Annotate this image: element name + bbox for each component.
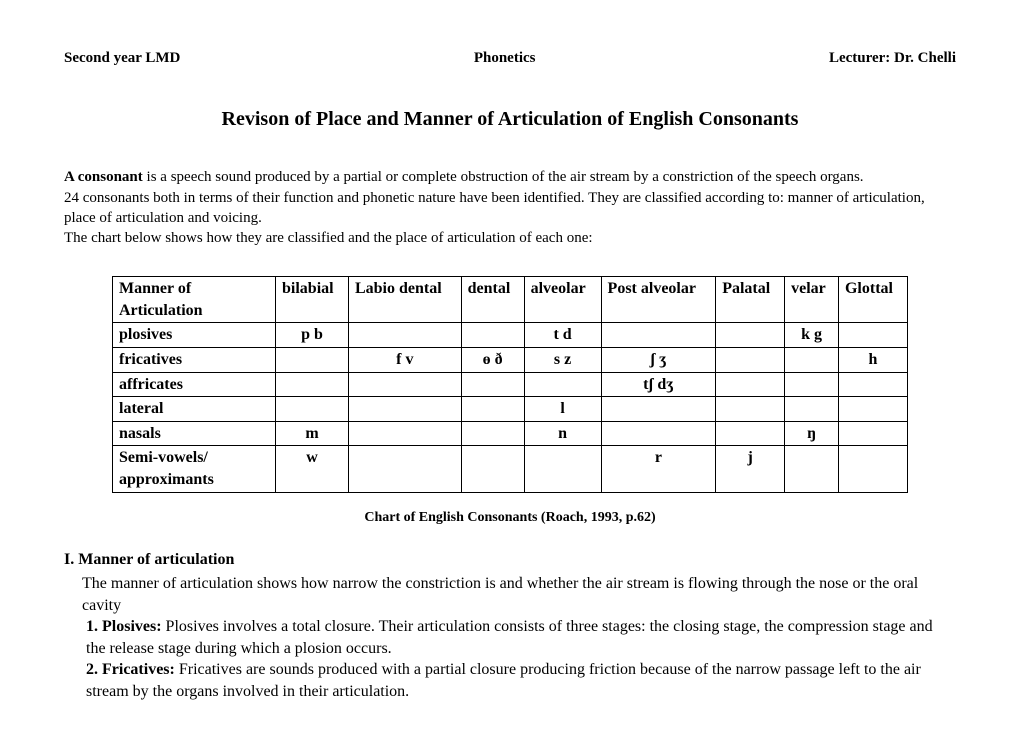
cell: w	[276, 446, 349, 492]
cell: m	[276, 421, 349, 446]
cell	[348, 397, 461, 422]
cell	[276, 372, 349, 397]
table-row: nasals m n ŋ	[113, 421, 908, 446]
cell	[524, 446, 601, 492]
cell	[348, 372, 461, 397]
item-term: Plosives:	[102, 618, 162, 635]
cell	[524, 372, 601, 397]
cell	[348, 323, 461, 348]
cell	[601, 397, 716, 422]
cell	[785, 372, 839, 397]
cell	[838, 446, 907, 492]
table-row: Semi-vowels/ approximants w r j	[113, 446, 908, 492]
cell	[785, 348, 839, 373]
cell	[838, 372, 907, 397]
cell	[461, 323, 524, 348]
cell	[601, 323, 716, 348]
cell: l	[524, 397, 601, 422]
cell: ɵ ð	[461, 348, 524, 373]
cell	[785, 446, 839, 492]
header-center: Phonetics	[474, 48, 536, 68]
cell	[348, 421, 461, 446]
intro-bold-term: A consonant	[64, 169, 143, 185]
table-row: lateral l	[113, 397, 908, 422]
cell: tʃ dʒ	[601, 372, 716, 397]
table-header-row: Manner of Articulation bilabial Labio de…	[113, 277, 908, 323]
cell	[461, 421, 524, 446]
col-velar: velar	[785, 277, 839, 323]
cell	[716, 372, 785, 397]
col-postalveolar: Post alveolar	[601, 277, 716, 323]
row-label: nasals	[113, 421, 276, 446]
intro-line2: 24 consonants both in terms of their fun…	[64, 190, 925, 226]
cell: f v	[348, 348, 461, 373]
cell: n	[524, 421, 601, 446]
cell	[348, 446, 461, 492]
table-row: fricatives f v ɵ ð s z ʃ ʒ h	[113, 348, 908, 373]
col-palatal: Palatal	[716, 277, 785, 323]
table-row: affricates tʃ dʒ	[113, 372, 908, 397]
item-text: Plosives involves a total closure. Their…	[86, 618, 933, 657]
cell: j	[716, 446, 785, 492]
cell	[838, 323, 907, 348]
cell	[276, 348, 349, 373]
table-row: plosives p b t d k g	[113, 323, 908, 348]
row-label: fricatives	[113, 348, 276, 373]
row-label: plosives	[113, 323, 276, 348]
cell	[461, 446, 524, 492]
cell	[601, 421, 716, 446]
cell	[716, 323, 785, 348]
cell	[716, 397, 785, 422]
item-term: Fricatives:	[102, 661, 175, 678]
cell: ʃ ʒ	[601, 348, 716, 373]
cell: p b	[276, 323, 349, 348]
col-labiodental: Labio dental	[348, 277, 461, 323]
cell: t d	[524, 323, 601, 348]
chart-caption: Chart of English Consonants (Roach, 1993…	[64, 509, 956, 528]
cell	[716, 348, 785, 373]
col-manner: Manner of Articulation	[113, 277, 276, 323]
document-header: Second year LMD Phonetics Lecturer: Dr. …	[64, 48, 956, 68]
intro-line1: is a speech sound produced by a partial …	[143, 169, 864, 185]
consonant-chart: Manner of Articulation bilabial Labio de…	[64, 276, 956, 492]
cell	[838, 397, 907, 422]
cell	[461, 372, 524, 397]
col-bilabial: bilabial	[276, 277, 349, 323]
cell: s z	[524, 348, 601, 373]
header-left: Second year LMD	[64, 48, 180, 68]
row-label: affricates	[113, 372, 276, 397]
row-label: Semi-vowels/ approximants	[113, 446, 276, 492]
cell	[716, 421, 785, 446]
cell: ŋ	[785, 421, 839, 446]
list-item: 2. Fricatives: Fricatives are sounds pro…	[64, 659, 956, 702]
cell	[785, 397, 839, 422]
cell	[461, 397, 524, 422]
cell: h	[838, 348, 907, 373]
row-label: lateral	[113, 397, 276, 422]
item-number: 1.	[86, 618, 98, 635]
consonant-table: Manner of Articulation bilabial Labio de…	[112, 276, 908, 492]
section-para: The manner of articulation shows how nar…	[64, 573, 956, 616]
section-heading: I. Manner of articulation	[64, 549, 956, 571]
list-item: 1. Plosives: Plosives involves a total c…	[64, 616, 956, 659]
cell	[838, 421, 907, 446]
cell: k g	[785, 323, 839, 348]
cell	[276, 397, 349, 422]
page-title: Revison of Place and Manner of Articulat…	[64, 106, 956, 133]
col-dental: dental	[461, 277, 524, 323]
cell: r	[601, 446, 716, 492]
col-glottal: Glottal	[838, 277, 907, 323]
item-text: Fricatives are sounds produced with a pa…	[86, 661, 921, 700]
col-alveolar: alveolar	[524, 277, 601, 323]
intro-paragraph: A consonant is a speech sound produced b…	[64, 167, 956, 248]
item-number: 2.	[86, 661, 98, 678]
intro-line3: The chart below shows how they are class…	[64, 230, 593, 246]
header-right: Lecturer: Dr. Chelli	[829, 48, 956, 68]
